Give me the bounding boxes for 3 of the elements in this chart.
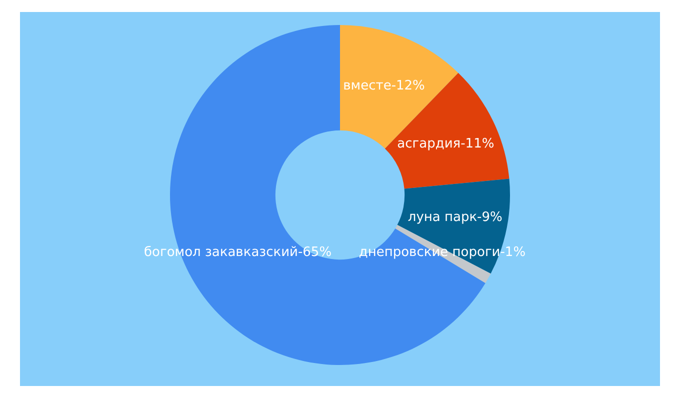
slice-label: вместе-12%	[343, 78, 425, 94]
slice-label: асгардия-11%	[397, 136, 494, 152]
slice-label: луна парк-9%	[408, 210, 502, 225]
